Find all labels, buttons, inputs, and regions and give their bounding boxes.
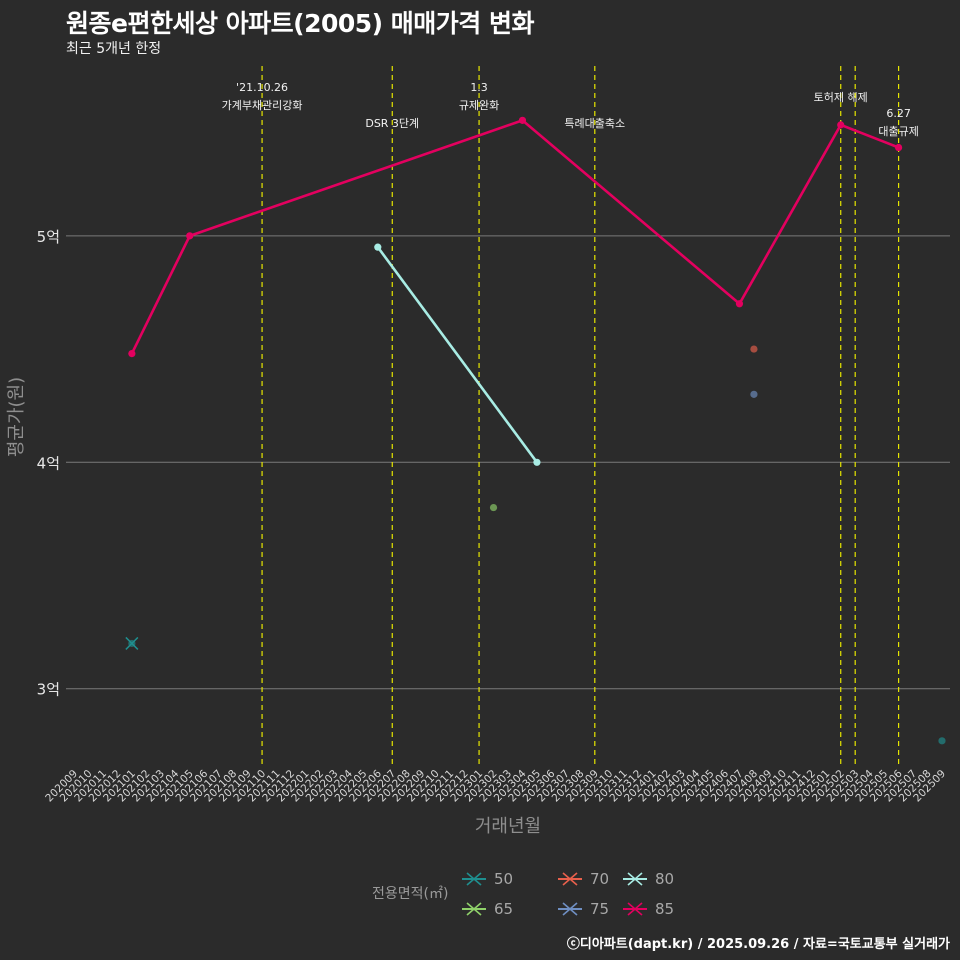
legend-label: 50 <box>494 870 514 888</box>
chart-title: 원종e편한세상 아파트(2005) 매매가격 변화 <box>66 9 535 38</box>
legend-label: 80 <box>655 870 675 888</box>
data-point-marker-50 <box>125 636 139 650</box>
event-label: 6.27 <box>886 107 911 120</box>
event-label: 1.3 <box>470 81 488 94</box>
legend-item-65: 65 <box>462 898 513 920</box>
legend-label: 65 <box>494 900 514 918</box>
data-point-85 <box>837 121 845 129</box>
y-tick-label: 4억 <box>37 454 60 472</box>
series-line-85 <box>130 119 900 355</box>
chart-subtitle: 최근 5개년 한정 <box>66 41 162 57</box>
legend-item-70: 70 <box>558 868 609 890</box>
legend-key-icon <box>623 872 647 886</box>
legend-key-icon <box>558 872 582 886</box>
data-point-70 <box>750 345 758 353</box>
event-label: 가계부채관리강화 <box>222 99 303 112</box>
event-label: 대출규제 <box>878 125 918 138</box>
legend-key-icon <box>558 902 582 916</box>
data-point-75 <box>750 390 758 398</box>
legend-label: 75 <box>590 900 610 918</box>
legend-item-85: 85 <box>623 898 674 920</box>
data-point-85 <box>186 232 194 240</box>
data-point-50 <box>938 737 946 745</box>
legend-key-icon <box>462 872 486 886</box>
data-point-80 <box>374 243 382 251</box>
y-axis-title: 평균가(원) <box>6 377 27 457</box>
legend-label: 85 <box>655 900 675 918</box>
data-point-85 <box>518 116 527 124</box>
legend-key-icon <box>623 902 647 916</box>
legend-item-75: 75 <box>558 898 609 920</box>
series-line-80 <box>376 246 538 464</box>
y-tick-label: 3억 <box>37 681 60 699</box>
x-axis-title: 거래년월 <box>475 816 541 837</box>
y-tick-label: 5억 <box>37 228 60 246</box>
legend-title: 전용면적(㎡) <box>372 886 449 902</box>
data-point-65 <box>489 503 498 512</box>
legend-item-50: 50 <box>462 868 513 890</box>
event-label: '21.10.26 <box>236 81 288 94</box>
event-label: 토허제 해제 <box>814 90 868 104</box>
legend-item-80: 80 <box>623 868 674 890</box>
legend-key-icon <box>462 902 486 916</box>
data-point-85 <box>128 349 136 358</box>
event-label: DSR 3단계 <box>365 117 419 130</box>
source-caption: ⓒ디아파트(dapt.kr) / 2025.09.26 / 자료=국토교통부 실… <box>566 937 950 952</box>
data-point-85 <box>895 143 903 152</box>
data-point-85 <box>735 300 744 308</box>
event-label: 특례대출축소 <box>564 117 625 130</box>
event-label: 규제완화 <box>459 99 499 112</box>
legend-label: 70 <box>590 870 610 888</box>
data-point-80 <box>533 458 541 466</box>
